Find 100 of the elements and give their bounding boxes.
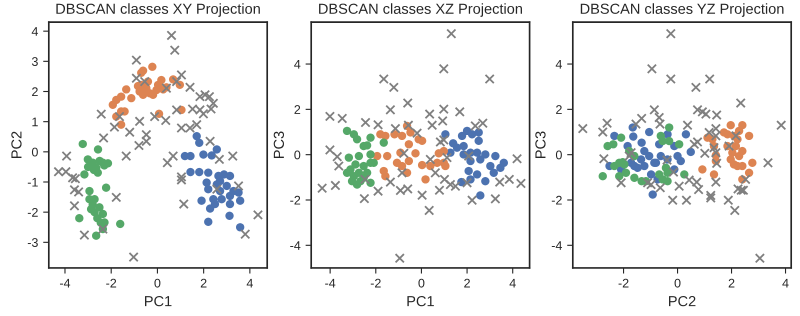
point xyxy=(464,166,473,176)
point xyxy=(578,124,588,134)
x-tick-label: 4 xyxy=(510,278,516,288)
chart-title: DBSCAN classes YZ Projection xyxy=(580,3,784,17)
point xyxy=(385,177,396,188)
x-tick-label: 0 xyxy=(418,278,424,288)
point xyxy=(418,160,426,170)
point xyxy=(378,74,389,84)
point xyxy=(682,130,690,138)
point xyxy=(740,174,751,184)
point xyxy=(440,146,448,156)
point xyxy=(404,156,414,166)
point xyxy=(236,223,244,232)
y-tick-label: 0 xyxy=(294,150,300,160)
point xyxy=(210,200,220,208)
x-tick-label: -2 xyxy=(106,278,116,288)
x-axis-title: PC1 xyxy=(407,296,434,306)
point xyxy=(94,145,102,154)
point xyxy=(176,70,187,80)
point xyxy=(208,98,218,108)
point xyxy=(421,175,430,184)
y-tick-label: 4 xyxy=(32,27,38,36)
point xyxy=(706,190,716,201)
point xyxy=(648,190,657,199)
y-tick-label: 2 xyxy=(556,105,562,114)
point xyxy=(446,28,456,39)
point xyxy=(490,168,498,177)
y-axis-title: PC3 xyxy=(274,132,284,158)
y-axis-title: PC2 xyxy=(11,132,22,158)
point xyxy=(620,160,629,169)
point xyxy=(689,139,700,150)
point xyxy=(150,111,160,122)
point xyxy=(324,111,335,122)
point xyxy=(472,170,482,179)
point xyxy=(114,111,125,122)
point xyxy=(682,120,693,130)
point xyxy=(424,205,434,216)
point xyxy=(776,120,786,130)
point xyxy=(637,138,646,147)
point xyxy=(96,109,106,120)
point xyxy=(148,62,157,71)
point xyxy=(668,167,679,178)
point xyxy=(236,196,244,205)
point xyxy=(372,120,384,130)
point xyxy=(380,138,388,147)
point xyxy=(360,174,370,184)
point xyxy=(62,150,72,162)
y-tick-label: -4 xyxy=(290,241,300,250)
point xyxy=(406,128,415,137)
point xyxy=(425,154,436,165)
point xyxy=(724,140,734,152)
point xyxy=(442,152,452,163)
point xyxy=(427,120,438,130)
point xyxy=(642,178,653,188)
point xyxy=(738,121,747,130)
point xyxy=(195,168,204,176)
point xyxy=(172,104,182,115)
point xyxy=(598,154,609,164)
point xyxy=(172,76,182,87)
point xyxy=(496,164,505,172)
point xyxy=(92,232,100,240)
x-tick-label: 0 xyxy=(154,278,160,288)
point xyxy=(80,170,89,179)
point xyxy=(439,174,450,184)
point xyxy=(649,104,660,115)
y-tick-label: -4 xyxy=(552,241,562,250)
point xyxy=(212,184,222,194)
point xyxy=(481,177,490,186)
point xyxy=(204,185,212,194)
y-tick-label: 3 xyxy=(32,57,38,66)
point xyxy=(98,210,108,218)
point xyxy=(122,85,130,94)
x-tick-label: 2 xyxy=(728,278,734,288)
point xyxy=(205,136,216,146)
point xyxy=(434,185,445,196)
point xyxy=(354,152,364,160)
point xyxy=(433,158,442,167)
point xyxy=(616,134,626,142)
point xyxy=(710,124,721,134)
point xyxy=(694,184,704,195)
point xyxy=(330,180,340,191)
point xyxy=(686,148,695,156)
point xyxy=(198,108,208,119)
point xyxy=(121,150,132,162)
point xyxy=(332,152,342,162)
point xyxy=(197,196,206,205)
point xyxy=(472,148,482,157)
point xyxy=(228,150,238,162)
point xyxy=(362,168,372,177)
point xyxy=(666,74,676,84)
point xyxy=(352,135,362,144)
point xyxy=(134,140,144,151)
point xyxy=(222,182,231,190)
point xyxy=(359,194,370,204)
point xyxy=(75,214,84,222)
point xyxy=(208,151,216,160)
point xyxy=(134,116,145,126)
point xyxy=(665,136,674,146)
point xyxy=(622,168,630,177)
point xyxy=(438,104,449,114)
